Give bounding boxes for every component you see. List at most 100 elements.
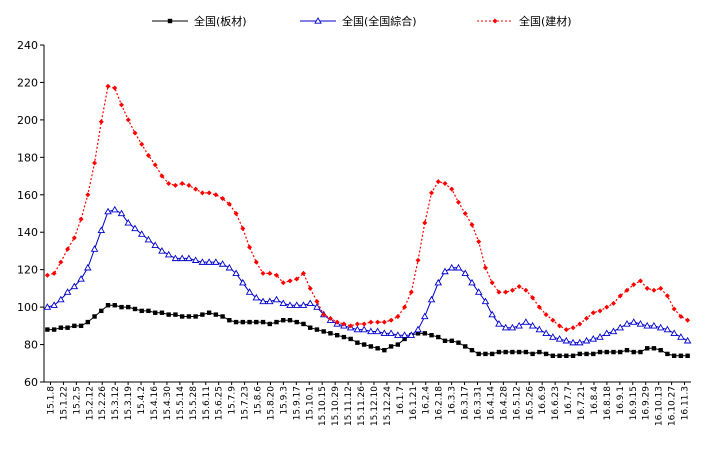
data-point [294,276,300,282]
data-point [562,336,571,344]
data-point [200,312,205,317]
data-point [570,325,576,331]
x-tick-label: 16.9.1 [616,386,626,415]
data-point [577,351,582,357]
data-point [555,335,564,342]
data-point [334,332,340,338]
data-point [644,346,650,351]
data-point [609,327,618,335]
data-point [375,319,381,325]
data-point [482,265,488,271]
data-point [92,314,97,319]
data-point [509,287,515,293]
series-2 [43,205,692,346]
x-tick-label: 15.7.23 [241,386,251,420]
data-point [422,220,428,226]
data-point [564,353,569,358]
data-point [63,288,72,295]
data-point [408,289,414,295]
data-point [294,319,299,325]
data-point [469,222,475,228]
x-tick-label: 15.11.12 [344,386,354,426]
x-tick-label: 16.4.28 [499,386,509,421]
data-point [597,349,603,355]
x-tick-label: 16.10.13 [655,386,665,426]
data-point [678,313,684,319]
data-point [139,141,145,147]
x-tick-label: 16.9.29 [642,386,652,421]
data-point [260,270,266,276]
x-tick-label: 16.6.23 [551,386,561,420]
y-tick-label: 160 [17,189,38,202]
data-point [153,310,158,315]
x-tick-label: 15.12.24 [383,386,393,426]
data-point [166,312,171,317]
data-point [381,319,387,325]
legend-item-3: 全国(建材) [477,14,572,28]
data-point [658,347,663,353]
data-point [105,83,111,89]
x-tick-label: 15.4.2 [137,386,147,415]
x-tick-label: 16.3.17 [461,386,471,420]
x-tick-label: 15.10.15 [318,386,328,426]
data-point [678,353,684,358]
y-tick-label: 140 [17,226,38,239]
data-point [510,349,515,355]
data-point [489,280,495,286]
y-axis: 60 80 100 120 140 160 180 200 220 240 [17,39,45,389]
data-point [636,320,645,327]
data-point [97,226,106,233]
x-tick-label: 16.8.18 [603,386,613,421]
x-tick-label: 15.9.3 [279,386,289,415]
x-tick-label: 15.8.20 [266,386,276,421]
data-point [503,349,508,355]
data-point [483,351,488,357]
data-point [442,338,448,344]
data-point [252,293,261,301]
data-point [355,340,360,345]
x-tick-label: 15.4.30 [163,386,173,421]
data-point [321,312,327,318]
data-point [624,347,630,353]
data-point [286,301,294,308]
data-point [206,190,212,196]
x-tick-label: 16.6.9 [538,386,548,415]
x-tick-label: 15.12.10 [370,386,380,426]
legend-item-2: 全国(全国綜合) [300,14,417,28]
data-point [597,308,603,314]
data-point [388,317,394,323]
data-point [604,304,610,310]
data-point [427,295,436,303]
x-tick-label: 15.6.25 [215,386,225,420]
chart-legend: 全国(板材) 全国(全国綜合) 全国(建材) [152,14,572,28]
data-point [247,244,253,250]
data-point [421,312,429,320]
data-point [535,325,544,333]
data-point [85,192,91,198]
data-point [604,349,609,355]
data-point [280,280,286,286]
data-point [144,235,153,243]
data-point [287,318,293,323]
data-point [631,282,637,288]
data-point [576,338,584,346]
data-point [307,285,313,291]
data-point [671,353,677,358]
x-tick-label: 15.3.12 [111,386,121,420]
data-point [191,256,200,263]
data-point [415,257,421,263]
data-point [58,325,64,330]
data-point [577,321,583,327]
data-point [213,312,219,317]
data-point [671,306,677,312]
data-point [530,295,536,301]
data-point [110,205,119,213]
data-point [227,318,232,323]
data-point [436,334,441,340]
y-tick-label: 60 [24,376,38,389]
x-tick-label: 15.6.11 [202,386,212,420]
data-point [78,323,84,329]
data-point [476,239,482,245]
x-tick-label: 16.5.12 [512,386,522,420]
